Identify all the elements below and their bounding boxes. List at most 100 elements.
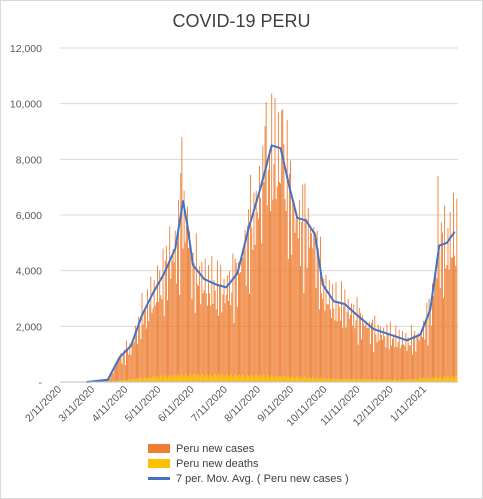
bar-new-cases xyxy=(269,150,270,382)
bar-new-cases xyxy=(303,292,305,382)
bar-new-deaths xyxy=(294,377,296,382)
bar-new-cases xyxy=(395,325,397,382)
bar-new-cases xyxy=(250,174,252,382)
bar-new-deaths xyxy=(117,380,119,382)
bar-new-deaths xyxy=(121,380,123,382)
bar-new-deaths xyxy=(455,375,457,382)
bar-new-deaths xyxy=(273,377,275,382)
bar-new-cases xyxy=(455,265,457,382)
bar-new-cases xyxy=(245,285,247,382)
bar-new-cases xyxy=(261,243,263,382)
bar-new-cases xyxy=(414,331,416,382)
bar-new-cases xyxy=(186,206,188,382)
bar-new-cases xyxy=(454,255,456,382)
bar-new-cases xyxy=(388,349,390,382)
bar-new-deaths xyxy=(204,375,206,382)
bar-new-deaths xyxy=(355,379,357,382)
bar-new-deaths xyxy=(233,375,235,382)
bar-new-cases xyxy=(262,145,264,382)
bar-new-cases xyxy=(120,352,122,382)
bar-new-cases xyxy=(368,321,370,382)
bar-new-deaths xyxy=(384,380,386,382)
bar-new-cases xyxy=(137,344,138,382)
bar-new-cases xyxy=(129,343,131,382)
bar-new-deaths xyxy=(335,379,337,382)
bar-new-deaths xyxy=(180,375,182,382)
bar-new-cases xyxy=(279,182,280,382)
bar-new-cases xyxy=(363,323,365,382)
bar-new-cases xyxy=(346,311,348,382)
bar-new-cases xyxy=(158,301,160,382)
bar-new-deaths xyxy=(392,380,393,382)
bar-new-deaths xyxy=(223,375,225,382)
bar-new-cases xyxy=(273,164,275,382)
bar-new-deaths xyxy=(418,377,420,382)
bar-new-cases xyxy=(324,310,326,382)
bar-new-deaths xyxy=(263,374,265,382)
bar-new-cases xyxy=(456,198,458,382)
bar-new-deaths xyxy=(226,374,228,382)
bar-new-deaths xyxy=(111,380,113,382)
bar-new-deaths xyxy=(395,379,397,382)
bar-new-deaths xyxy=(178,375,180,382)
x-tick-label: 1/11/2021 xyxy=(388,384,429,425)
bar-new-cases xyxy=(304,183,306,382)
bar-new-cases xyxy=(157,265,158,382)
bar-new-deaths xyxy=(235,375,237,382)
bar-new-cases xyxy=(189,231,191,382)
bar-new-deaths xyxy=(194,374,196,382)
bar-new-cases xyxy=(407,336,409,382)
bar-new-cases xyxy=(308,247,310,382)
bar-new-cases xyxy=(210,305,212,382)
bar-new-cases xyxy=(305,218,307,382)
bar-new-cases xyxy=(185,225,187,382)
bar-new-cases xyxy=(167,300,168,382)
bar-new-deaths xyxy=(244,377,246,382)
bar-new-cases xyxy=(272,199,274,382)
bar-new-deaths xyxy=(386,378,388,382)
bar-new-cases xyxy=(211,256,213,382)
bar-new-cases xyxy=(203,290,205,382)
bar-new-cases xyxy=(280,183,282,382)
bar-new-deaths xyxy=(405,379,407,382)
bar-new-deaths xyxy=(352,379,354,382)
bar-new-cases xyxy=(113,366,115,382)
bar-new-deaths xyxy=(191,376,193,382)
bar-new-cases xyxy=(437,176,439,382)
bar-new-cases xyxy=(435,272,437,382)
bar-new-deaths xyxy=(128,378,130,382)
bar-new-deaths xyxy=(415,378,417,382)
bar-new-deaths xyxy=(139,378,141,382)
y-tick-label: 4,000 xyxy=(16,266,42,278)
bar-new-deaths xyxy=(157,375,158,382)
bar-new-cases xyxy=(406,350,408,382)
bar-new-cases xyxy=(444,205,446,382)
y-tick-label: 2,000 xyxy=(16,321,42,333)
bar-new-cases xyxy=(440,222,442,382)
bar-new-deaths xyxy=(416,379,418,382)
bar-new-cases xyxy=(321,293,323,382)
bar-new-cases xyxy=(204,258,206,382)
bar-new-cases xyxy=(260,198,262,382)
bar-new-deaths xyxy=(403,379,405,382)
bar-new-cases xyxy=(386,324,388,382)
bar-new-deaths xyxy=(441,378,443,382)
bar-new-deaths xyxy=(358,379,360,382)
bar-new-deaths xyxy=(436,377,438,382)
bar-new-cases xyxy=(193,263,195,382)
bar-new-cases xyxy=(213,279,215,382)
bar-new-cases xyxy=(376,342,378,382)
bar-new-cases xyxy=(128,354,130,382)
bar-new-deaths xyxy=(301,377,303,382)
bar-new-deaths xyxy=(449,378,451,382)
bar-new-deaths xyxy=(361,378,362,382)
bar-new-deaths xyxy=(373,379,375,382)
bar-new-deaths xyxy=(186,376,188,382)
bar-new-cases xyxy=(443,298,444,382)
bar-new-deaths xyxy=(293,377,295,382)
bar-new-deaths xyxy=(276,376,278,382)
bar-new-deaths xyxy=(327,378,329,382)
bar-new-cases xyxy=(439,288,441,382)
bar-new-deaths xyxy=(249,377,250,382)
bar-new-cases xyxy=(354,328,356,382)
